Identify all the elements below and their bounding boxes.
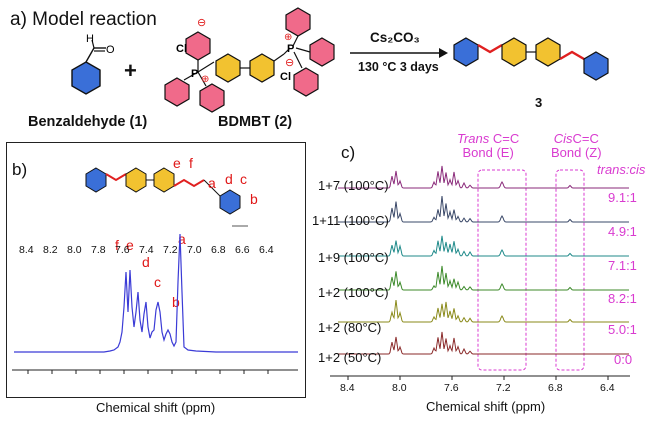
plus-sign: + — [124, 58, 137, 83]
c-tick: 6.8 — [548, 382, 563, 394]
b-tick: 7.0 — [187, 244, 202, 256]
peak-label-d: d — [142, 254, 150, 270]
struct-label-d: d — [225, 171, 233, 187]
b-tick: 8.4 — [19, 244, 34, 256]
b-tick: 7.8 — [91, 244, 106, 256]
spectrum-trace — [338, 235, 629, 257]
cis-region-box — [555, 169, 585, 371]
atom-h: H — [86, 33, 94, 45]
reaction-scheme: H O P ⊕ Cl ⊖ P ⊕ Cl ⊖ — [71, 7, 609, 113]
conditions-label: 130 °C 3 days — [358, 60, 439, 74]
ratio-value: 7.1:1 — [608, 258, 637, 273]
panel-b-xlabel: Chemical shift (ppm) — [96, 400, 216, 415]
svg-text:P: P — [287, 43, 294, 55]
b-tick: 7.6 — [115, 244, 130, 256]
peak-label-f: f — [115, 237, 119, 253]
condition-label: 1+2 (80°C) — [318, 320, 382, 335]
b-tick: 6.6 — [235, 244, 250, 256]
panel-c-label: c) — [341, 143, 356, 162]
svg-text:⊖: ⊖ — [285, 57, 294, 69]
panel-c-xlabel: Chemical shift (ppm) — [426, 399, 546, 414]
panel-a-title: a) Model reaction — [10, 9, 157, 30]
peak-label-a: a — [178, 231, 186, 247]
benzaldehyde-structure: H O — [71, 33, 115, 95]
struct-label-f: f — [189, 155, 193, 171]
struct-label-c: c — [240, 171, 247, 187]
ratio-value: 9.1:1 — [608, 190, 637, 205]
panel-b-frame — [6, 142, 306, 398]
product-structure — [453, 37, 609, 81]
spectrum-trace — [338, 265, 629, 291]
ratio-value: 0:0 — [614, 352, 633, 367]
struct-label-b: b — [250, 191, 258, 207]
condition-label: 1+7 (100°C) — [318, 178, 389, 193]
reagent-label: Cs₂CO₃ — [370, 30, 420, 45]
svg-text:⊕: ⊕ — [284, 32, 292, 43]
ratio-header: trans:cis — [597, 162, 646, 177]
atom-o: O — [106, 44, 115, 56]
cis-bond-label: CisC=C Bond (Z) — [551, 131, 602, 160]
product-number: 3 — [535, 95, 543, 110]
ratio-value: 8.2:1 — [608, 291, 637, 306]
trans-bond-label: Trans C=C Bond (E) — [457, 131, 520, 160]
peak-label-c: c — [154, 274, 161, 290]
panel-c-plot — [330, 165, 630, 380]
struct-label-a: a — [208, 175, 216, 191]
b-tick: 8.0 — [67, 244, 82, 256]
b-tick: 8.2 — [43, 244, 58, 256]
spectrum-trace — [338, 299, 629, 323]
c-tick: 7.2 — [496, 382, 511, 394]
spectrum-trace — [338, 195, 629, 223]
panel-b-plot: e f a d c b f e d c b a — [12, 155, 298, 374]
panel-b-structure — [85, 167, 248, 227]
ratio-value: 5.0:1 — [608, 322, 637, 337]
b-tick: 6.8 — [211, 244, 226, 256]
trans-region-box — [477, 169, 527, 371]
b-tick: 7.4 — [139, 244, 154, 256]
condition-label: 1+9 (100°C) — [318, 250, 389, 265]
svg-text:⊕: ⊕ — [201, 74, 209, 85]
condition-label: 1+2 (100°C) — [318, 285, 389, 300]
svg-text:P: P — [191, 68, 198, 80]
b-tick: 6.4 — [259, 244, 274, 256]
peak-label-e: e — [126, 237, 134, 253]
panel-b-ticks — [27, 370, 269, 374]
struct-label-e: e — [173, 155, 181, 171]
ratio-value: 4.9:1 — [608, 224, 637, 239]
spectrum-trace — [338, 331, 629, 355]
c-tick: 7.6 — [444, 382, 459, 394]
spectrum-trace — [338, 165, 629, 189]
svg-text:Cl: Cl — [176, 43, 187, 55]
peak-label-b: b — [172, 294, 180, 310]
condition-label: 1+11 (100°C) — [312, 213, 389, 228]
bdmbt-structure: P ⊕ Cl ⊖ P ⊕ Cl ⊖ — [164, 7, 335, 113]
panel-b-spectrum — [14, 233, 298, 353]
bdmbt-label: BDMBT (2) — [218, 114, 293, 130]
panel-b-label: b) — [12, 160, 28, 179]
c-tick: 6.4 — [600, 382, 615, 394]
svg-text:Cl: Cl — [280, 71, 291, 83]
benzaldehyde-label: Benzaldehyde (1) — [28, 114, 148, 130]
c-tick: 8.4 — [340, 382, 355, 394]
condition-label: 1+2 (50°C) — [318, 350, 382, 365]
svg-text:⊖: ⊖ — [197, 17, 206, 29]
c-tick: 8.0 — [392, 382, 407, 394]
b-tick: 7.2 — [163, 244, 178, 256]
